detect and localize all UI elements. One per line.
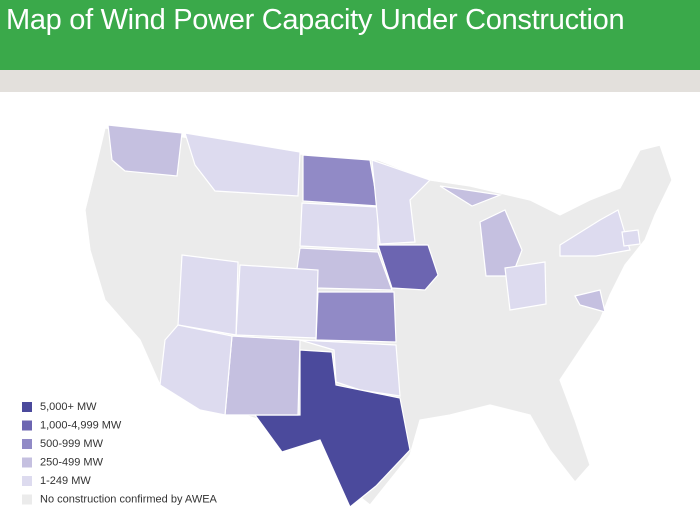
state <box>559 209 631 257</box>
state <box>621 229 641 247</box>
legend-swatch <box>22 402 32 412</box>
state <box>574 289 606 313</box>
legend-label: 1,000-4,999 MW <box>40 419 122 431</box>
legend-label: No construction confirmed by AWEA <box>40 493 218 505</box>
state <box>439 185 503 207</box>
state <box>177 254 239 336</box>
state <box>107 124 183 177</box>
legend-swatch <box>22 439 32 449</box>
state <box>302 154 379 207</box>
legend-label: 250-499 MW <box>40 456 104 468</box>
map: 5,000+ MW 1,000-4,999 MW 500-999 MW 250-499… <box>22 124 673 508</box>
legend-swatch <box>22 457 32 468</box>
legend-label: 5,000+ MW <box>40 401 97 413</box>
state <box>184 132 301 197</box>
divider <box>0 70 700 92</box>
legend-swatch <box>22 476 32 486</box>
legend-swatch <box>22 494 32 505</box>
state <box>504 261 547 311</box>
state <box>479 209 523 277</box>
legend: 5,000+ MW 1,000-4,999 MW 500-999 MW 250-499… <box>22 401 218 505</box>
legend-swatch <box>22 420 32 431</box>
header: Map of Wind Power Capacity Under Constru… <box>0 0 700 70</box>
state <box>377 244 439 291</box>
state <box>315 291 397 343</box>
state <box>371 159 432 245</box>
state <box>235 264 319 339</box>
title: Map of Wind Power Capacity Under Constru… <box>6 4 625 36</box>
state <box>299 202 379 251</box>
legend-label: 1-249 MW <box>40 475 91 487</box>
legend-label: 500-999 MW <box>40 438 104 450</box>
state <box>224 335 301 416</box>
state <box>159 324 233 416</box>
